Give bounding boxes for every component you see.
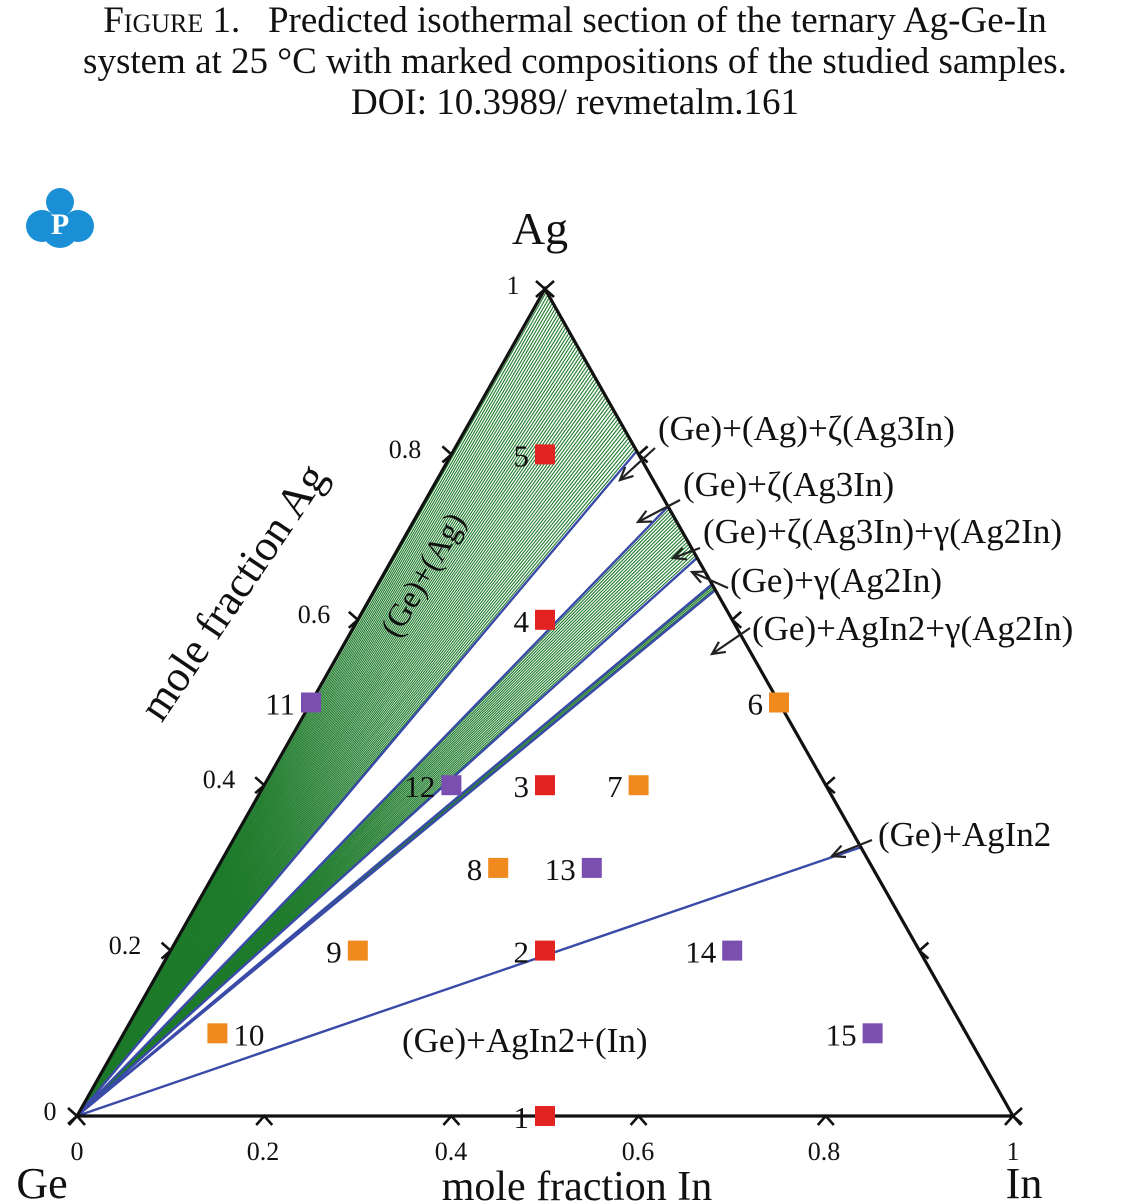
label-arrows: [618, 447, 873, 859]
label-arrow: [619, 447, 656, 481]
label-arrow: [691, 570, 729, 590]
tie-line: [76, 589, 717, 1117]
sample-label: 3: [514, 769, 530, 804]
ag-tick: [160, 941, 173, 960]
publisher-p-logo-icon: P: [26, 188, 94, 248]
in-tick: [442, 1114, 461, 1126]
sample-marker: [535, 940, 555, 961]
sample-label: 5: [514, 438, 530, 473]
sample-label: 7: [607, 769, 623, 804]
in-tick-label: 0.8: [808, 1137, 841, 1166]
in-tick-labels: 0 0.2 0.4 0.6 0.8 1: [71, 1137, 1020, 1166]
region-label-ge-agin2-gamma: (Ge)+AgIn2+γ(Ag2In): [752, 609, 1073, 648]
sample-label: 2: [514, 935, 530, 970]
sample-marker: [535, 444, 555, 465]
tie-lines: [76, 450, 862, 1118]
region-label-ge-gamma: (Ge)+γ(Ag2In): [730, 561, 942, 600]
label-arrow-head: [829, 844, 847, 859]
sample-label: 9: [326, 935, 342, 970]
sample-label: 15: [826, 1017, 857, 1052]
region-label-ge-ag-zeta: (Ge)+(Ag)+ζ(Ag3In): [658, 409, 955, 448]
sample-marker: [862, 1023, 883, 1044]
ag-tick-labels: 0 0.2 0.4 0.6 0.8 1: [44, 271, 520, 1126]
sample-marker: [347, 940, 368, 961]
ag-tick: [254, 776, 267, 795]
sample-label: 14: [685, 935, 717, 970]
vertex-label-in: In: [1006, 1159, 1043, 1203]
label-arrow: [711, 627, 751, 655]
sample-label: 8: [467, 852, 483, 887]
sample-label: 12: [404, 769, 435, 804]
sample-label: 13: [545, 852, 576, 887]
right-edge-tick: [636, 445, 649, 464]
sample-marker: [535, 775, 555, 796]
logo-letter: P: [51, 208, 69, 241]
ag-tick-label: 0.4: [203, 765, 236, 794]
right-edge-tick: [543, 280, 555, 298]
sample-marker: [628, 775, 649, 796]
sample-marker: [535, 609, 555, 630]
sample-marker: [488, 857, 509, 878]
label-arrow-head: [689, 570, 707, 584]
sample-label: 4: [514, 604, 530, 639]
label-arrow-head: [709, 641, 727, 656]
in-tick-label: 0.2: [247, 1137, 280, 1166]
sample-label: 1: [514, 1100, 530, 1135]
axis-label-in: mole fraction In: [442, 1164, 713, 1203]
ag-tick: [441, 445, 454, 464]
in-tick: [816, 1114, 835, 1126]
ag-tick: [347, 610, 360, 629]
sample-marker: [722, 940, 743, 961]
right-edge-tick: [730, 610, 743, 629]
axis-label-ag: mole fraction Ag: [129, 455, 336, 730]
in-tick-label: 0.6: [622, 1137, 655, 1166]
sample-label: 6: [748, 687, 764, 722]
label-arrow: [672, 546, 701, 560]
sample-label: 11: [265, 687, 295, 722]
region-label-ge-agin2: (Ge)+AgIn2: [878, 815, 1051, 854]
in-tick-label: 1: [1007, 1137, 1020, 1166]
in-tick: [255, 1114, 274, 1126]
figure-caption: Figure 1. Predicted isothermal section o…: [80, 0, 1070, 123]
sample-marker: [207, 1023, 228, 1044]
label-arrow-head: [635, 510, 653, 524]
region-label-ge-agin2-in: (Ge)+AgIn2+(In): [402, 1021, 648, 1060]
sample-label: 10: [233, 1017, 264, 1052]
ag-tick-label: 0.8: [389, 435, 422, 464]
region-label-ge-zeta-gamma: (Ge)+ζ(Ag3In)+γ(Ag2In): [703, 512, 1062, 551]
sample-marker: [769, 692, 789, 713]
tie-line: [76, 556, 698, 1117]
vertex-label-ag: Ag: [512, 203, 568, 254]
in-tick-label: 0.4: [435, 1137, 468, 1166]
label-arrow: [831, 838, 873, 858]
axis-ticks: [67, 280, 1023, 1126]
in-tick: [68, 1114, 86, 1126]
sample-marker: [301, 692, 321, 713]
ag-tick-label: 0.2: [109, 931, 142, 960]
region-label-ge-zeta: (Ge)+ζ(Ag3In): [683, 465, 894, 504]
tie-line: [76, 450, 638, 1117]
vertex-label-ge: Ge: [16, 1159, 67, 1203]
in-tick-label: 0: [71, 1137, 84, 1166]
ag-tick-label: 1: [507, 271, 520, 300]
sample-marker: [441, 775, 462, 796]
tie-line: [76, 846, 862, 1118]
label-arrow-head: [618, 466, 634, 482]
label-arrow: [637, 499, 681, 523]
figure-label: Figure 1.: [103, 0, 241, 41]
tie-line: [76, 505, 669, 1117]
figure-caption-text: Predicted isothermal section of the tern…: [83, 0, 1067, 123]
right-edge-tick: [917, 941, 930, 960]
ag-tick-label: 0.6: [298, 600, 331, 629]
right-edge-tick: [823, 776, 836, 795]
in-tick: [629, 1114, 648, 1126]
label-arrow-head: [670, 547, 688, 561]
in-tick: [1004, 1114, 1022, 1126]
ag-tick-label: 0: [44, 1097, 57, 1126]
sample-marker: [535, 1106, 555, 1126]
sample-marker: [581, 857, 602, 878]
